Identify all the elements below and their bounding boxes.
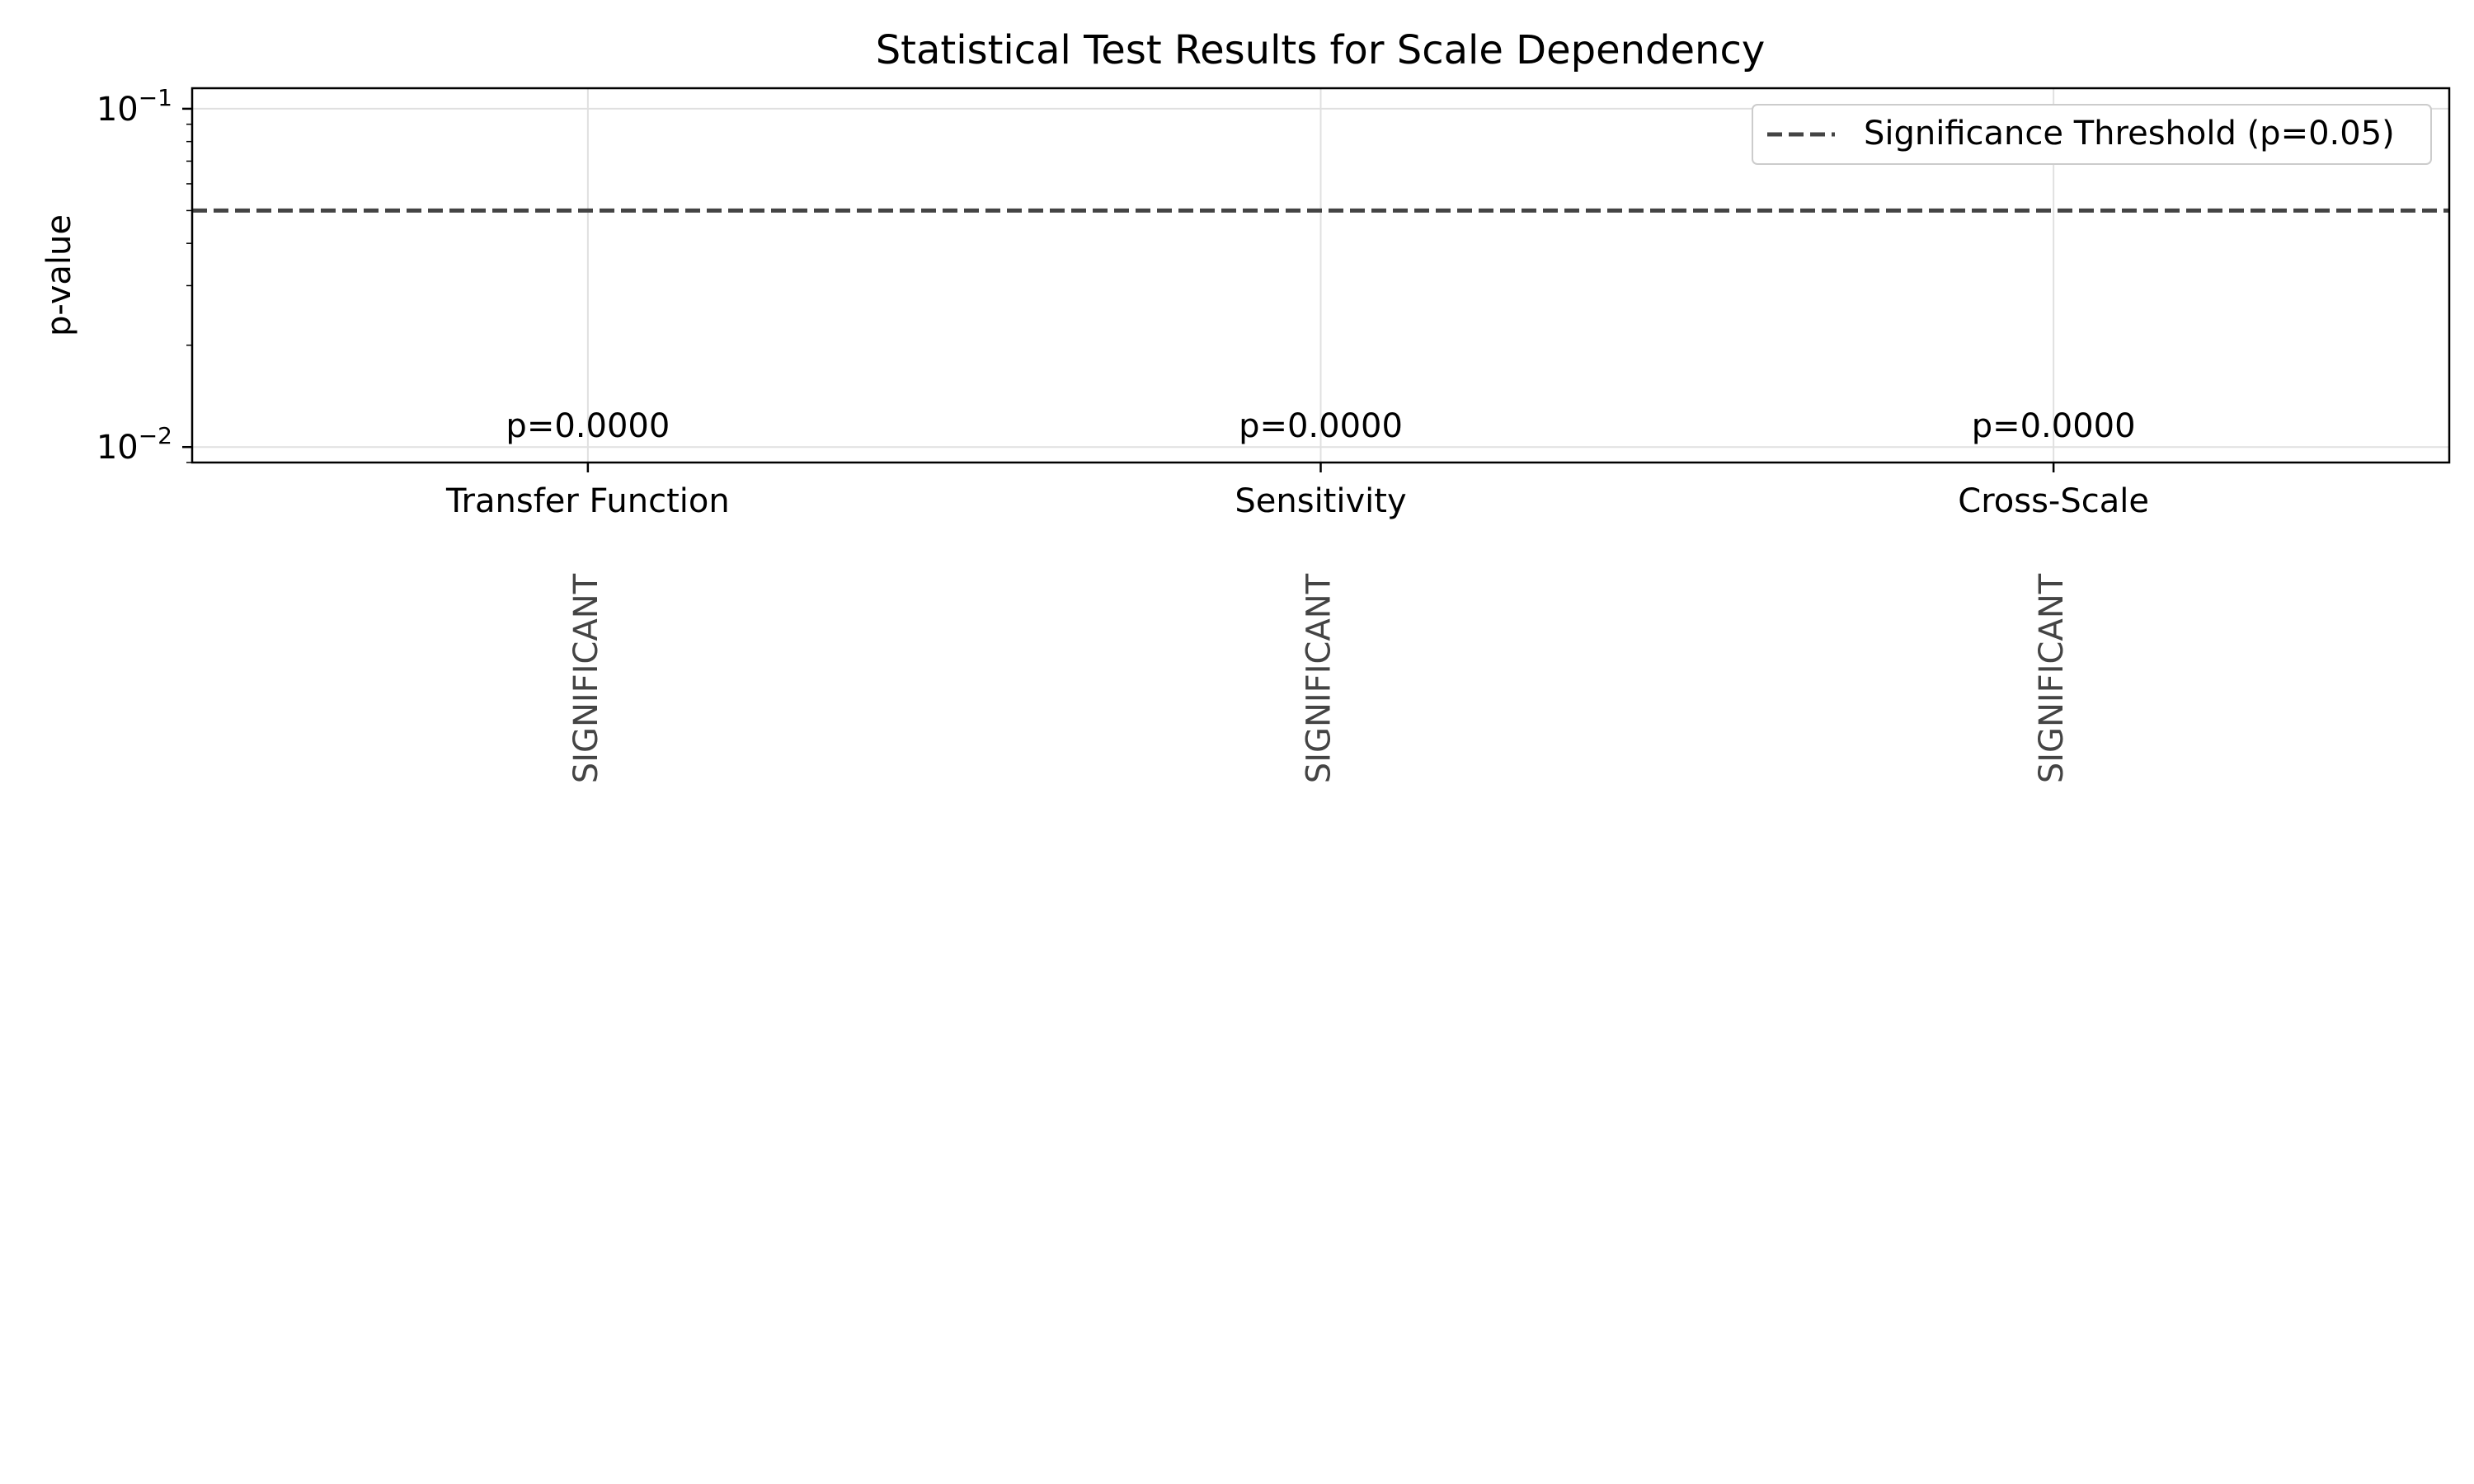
chart-title: Statistical Test Results for Scale Depen… bbox=[876, 27, 1766, 73]
y-axis-label: p-value bbox=[40, 214, 78, 336]
significance-label: SIGNIFICANT bbox=[2033, 573, 2071, 783]
legend: Significance Threshold (p=0.05) bbox=[1752, 104, 2432, 165]
x-tick-label: Sensitivity bbox=[1235, 482, 1406, 520]
value-label: p=0.0000 bbox=[1239, 407, 1403, 445]
y-tick-label: 10−2 bbox=[96, 422, 172, 467]
value-label: p=0.0000 bbox=[506, 407, 670, 445]
significance-label: SIGNIFICANT bbox=[567, 573, 605, 783]
value-labels: p=0.0000 p=0.0000 p=0.0000 bbox=[506, 407, 2135, 445]
x-tick-label: Transfer Function bbox=[445, 482, 730, 520]
value-label: p=0.0000 bbox=[1972, 407, 2136, 445]
significance-labels: SIGNIFICANT SIGNIFICANT SIGNIFICANT bbox=[567, 573, 2071, 783]
legend-threshold-label: Significance Threshold (p=0.05) bbox=[1864, 115, 2395, 153]
y-axis: 10−1 10−2 bbox=[96, 84, 192, 467]
legend-box bbox=[1752, 104, 2432, 165]
significance-label: SIGNIFICANT bbox=[1300, 573, 1338, 783]
x-axis: Transfer Function Sensitivity Cross-Scale bbox=[445, 463, 2149, 520]
y-tick-label: 10−1 bbox=[96, 84, 172, 129]
x-tick-label: Cross-Scale bbox=[1958, 482, 2149, 520]
